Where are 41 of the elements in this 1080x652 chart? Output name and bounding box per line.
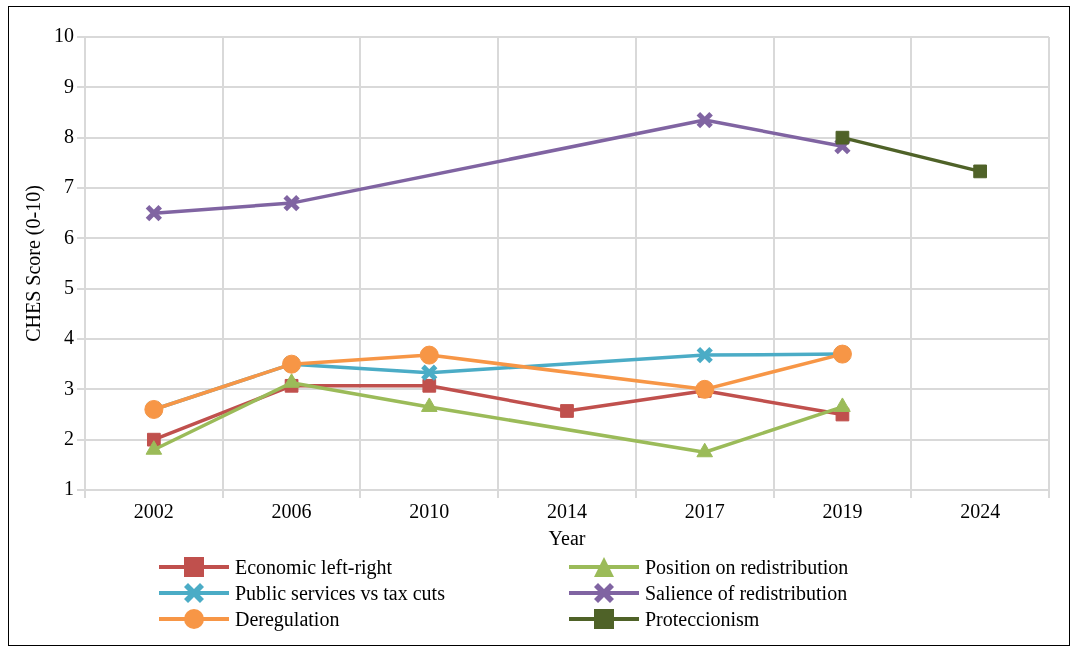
point <box>834 397 851 412</box>
point <box>973 164 988 179</box>
point <box>420 397 438 412</box>
x-tick-label: 2024 <box>960 500 1001 523</box>
y-tick-label: 5 <box>64 275 74 298</box>
y-tick-label: 10 <box>54 24 74 47</box>
legend-label: Economic left-right <box>235 555 393 579</box>
y-tick-label: 7 <box>64 175 74 198</box>
point <box>282 194 301 212</box>
point <box>283 373 300 388</box>
x-tick-label: 2006 <box>271 500 312 523</box>
point <box>835 130 850 145</box>
x-tick-label: 2014 <box>547 500 587 523</box>
y-tick-label: 9 <box>64 74 74 97</box>
point <box>560 404 574 418</box>
legend-label: Deregulation <box>235 607 340 631</box>
point <box>144 204 163 223</box>
point <box>145 440 163 455</box>
point <box>695 346 714 364</box>
x-tick-label: 2002 <box>133 500 174 523</box>
point <box>419 345 439 365</box>
legend-label: Public services vs tax cuts <box>235 581 445 605</box>
y-tick-label: 1 <box>64 477 74 500</box>
legend-label: Position on redistribution <box>645 555 849 579</box>
y-tick-label: 2 <box>64 426 74 449</box>
y-axis-title: CHES Score (0-10) <box>22 185 46 342</box>
x-tick-label: 2019 <box>822 500 863 523</box>
point <box>696 442 714 458</box>
point <box>695 111 714 129</box>
y-tick-label: 6 <box>64 225 74 248</box>
y-tick-label: 8 <box>64 124 74 147</box>
x-axis-title: Year <box>548 527 586 550</box>
y-tick-label: 3 <box>64 376 74 399</box>
x-tick-label: 2010 <box>409 500 450 523</box>
legend-label: Proteccionism <box>645 607 760 631</box>
y-tick-label: 4 <box>64 326 74 349</box>
point <box>695 379 715 399</box>
x-tick-label: 2017 <box>684 500 725 523</box>
legend-label: Salience of redistribution <box>645 581 848 605</box>
point <box>420 363 439 382</box>
point <box>422 378 437 393</box>
